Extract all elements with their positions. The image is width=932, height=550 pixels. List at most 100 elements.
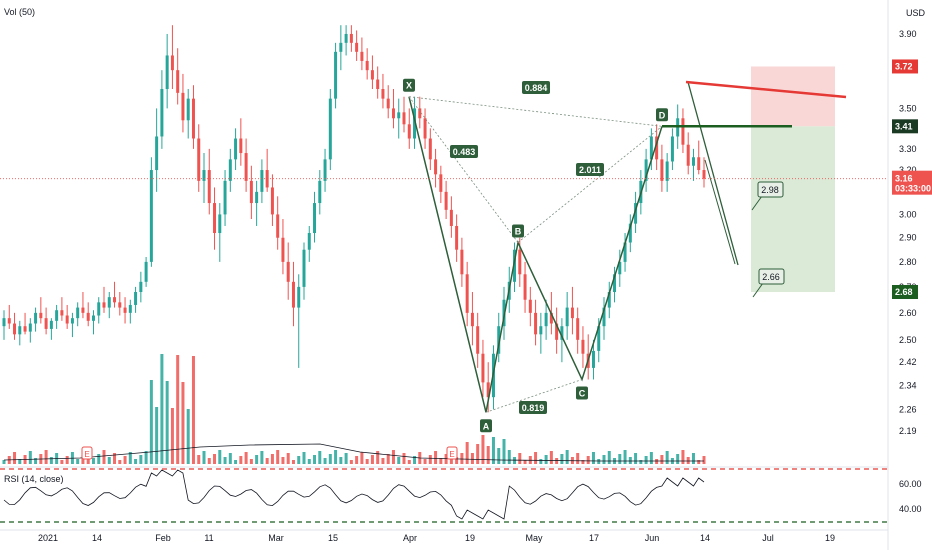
currency-label: USD — [906, 8, 926, 18]
ratio-label[interactable]: 0.819 — [519, 401, 547, 414]
volume-bar — [465, 442, 469, 464]
volume-bar — [34, 458, 38, 464]
candle — [155, 108, 159, 192]
volume-bar — [255, 455, 259, 464]
date-tick-label: Jul — [762, 533, 774, 543]
candle — [444, 180, 448, 220]
volume-bar — [491, 437, 495, 464]
volume-bar — [639, 460, 643, 464]
candle — [455, 214, 459, 262]
volume-bar — [649, 452, 653, 464]
volume-bar — [202, 451, 206, 464]
volume-bar — [460, 453, 464, 464]
svg-text:E: E — [449, 450, 454, 459]
candle — [176, 48, 180, 105]
candle — [697, 140, 701, 175]
ratio-label[interactable]: 0.884 — [522, 81, 550, 94]
volume-bar — [13, 452, 17, 464]
volume-bar — [302, 452, 306, 464]
date-tick-label: Jun — [645, 533, 660, 543]
candle — [234, 128, 238, 171]
candle — [55, 304, 59, 329]
volume-bar — [123, 456, 127, 464]
candle — [523, 261, 527, 313]
volume-bar — [165, 381, 169, 464]
date-tick-label: Apr — [403, 533, 417, 543]
candle — [660, 144, 664, 192]
candle — [191, 85, 195, 149]
price-tick-label: 3.20 — [899, 165, 917, 175]
pattern-legs[interactable] — [408, 96, 663, 413]
candle — [213, 187, 217, 250]
volume-bar — [591, 452, 595, 464]
candle — [665, 153, 669, 192]
svg-text:03:33:00: 03:33:00 — [895, 184, 931, 194]
candle — [402, 96, 406, 133]
candle — [81, 292, 85, 319]
volume-bar — [276, 450, 280, 464]
volume-bar — [265, 458, 269, 464]
resistance-trendline[interactable] — [685, 80, 847, 99]
volume-bar — [549, 451, 553, 464]
ratio-label[interactable]: 0.483 — [450, 145, 478, 158]
volume-bar — [697, 460, 701, 464]
svg-text:C: C — [579, 388, 586, 398]
candle — [197, 124, 201, 192]
earnings-marker[interactable]: E — [446, 446, 458, 460]
candle — [555, 307, 559, 354]
candle — [370, 55, 374, 90]
pattern-point-d[interactable]: D — [656, 108, 668, 122]
candle — [202, 153, 206, 204]
volume-bar — [149, 380, 153, 464]
volume-bar — [102, 450, 106, 464]
candle — [128, 299, 132, 324]
candle — [244, 138, 248, 192]
stop-zone — [751, 66, 835, 127]
candle — [470, 292, 474, 346]
target-callout[interactable]: 2.66 — [752, 268, 785, 298]
volume-bar — [534, 452, 538, 464]
volume-bar — [539, 459, 543, 464]
volume-ma-line — [3, 443, 704, 462]
earnings-marker[interactable]: E — [81, 446, 93, 460]
volume-bar — [623, 450, 627, 464]
volume-bar — [228, 453, 232, 464]
candle — [313, 191, 317, 243]
price-tick-label: 2.80 — [899, 257, 917, 267]
candle — [513, 242, 517, 293]
candle — [365, 48, 369, 80]
candle — [534, 299, 538, 346]
volume-bar — [186, 409, 190, 464]
volume-bar — [391, 450, 395, 464]
candle — [318, 170, 322, 215]
candle — [134, 286, 138, 313]
svg-text:3.41: 3.41 — [895, 121, 913, 131]
rsi-line — [3, 469, 705, 520]
pattern-point-c[interactable]: C — [576, 386, 588, 400]
date-tick-label: 19 — [465, 533, 475, 543]
overlays — [0, 80, 888, 180]
date-tick-label: 14 — [92, 533, 102, 543]
svg-text:3.16: 3.16 — [895, 174, 913, 184]
candle — [681, 108, 685, 154]
price-tick-label: 3.00 — [899, 209, 917, 219]
candle — [76, 302, 80, 327]
pattern-point-a[interactable]: A — [480, 419, 492, 433]
pattern-point-b[interactable]: B — [512, 224, 524, 238]
volume-bar — [2, 460, 6, 464]
volume-bar — [360, 452, 364, 464]
volume-bar — [565, 450, 569, 464]
volume-bar — [634, 453, 638, 464]
pattern-point-x[interactable]: X — [403, 78, 415, 92]
candle — [149, 157, 153, 267]
candle — [528, 286, 532, 327]
target-callout[interactable]: 2.98 — [751, 181, 784, 211]
candle — [97, 297, 101, 324]
volume-bar — [44, 450, 48, 464]
candle — [439, 165, 443, 204]
ratio-label[interactable]: 2.011 — [576, 163, 604, 176]
projection-line — [687, 81, 739, 266]
